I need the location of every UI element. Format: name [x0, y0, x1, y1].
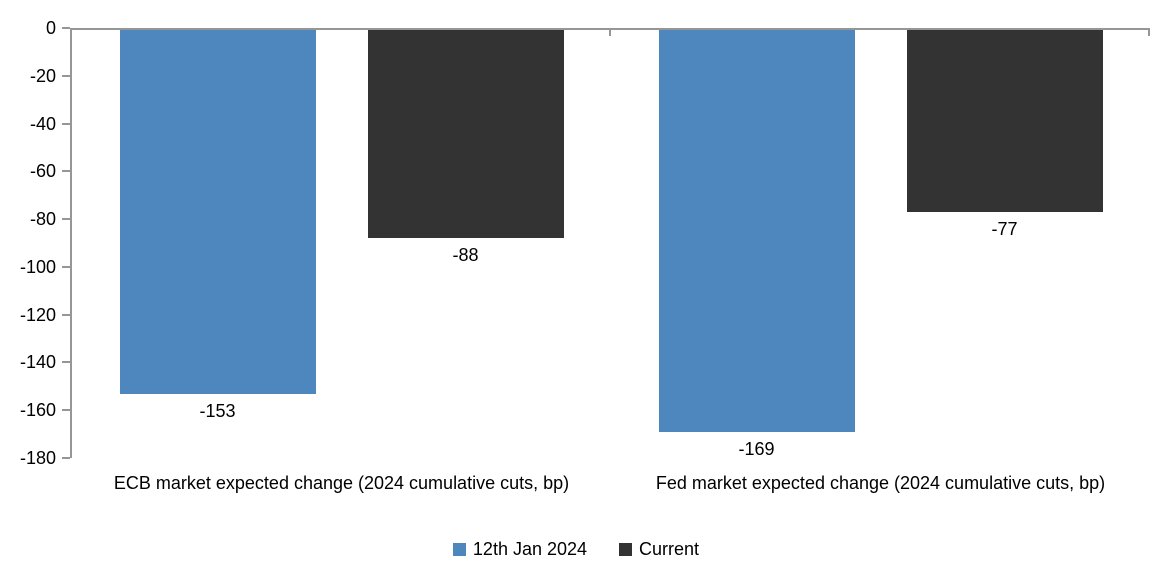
- y-tick-label: -60: [29, 161, 56, 182]
- legend-swatch-icon: [619, 542, 633, 556]
- bar: [658, 30, 855, 432]
- y-tick-mark: [62, 313, 70, 316]
- y-tick-mark: [62, 122, 70, 125]
- y-tick-mark: [62, 457, 70, 459]
- y-tick-label: -100: [19, 256, 56, 277]
- legend: 12th Jan 2024 Current: [0, 539, 1152, 559]
- category-label: ECB market expected change (2024 cumulat…: [113, 473, 570, 493]
- y-tick-label: -140: [19, 352, 56, 373]
- category-tick-mark: [1148, 28, 1150, 36]
- y-tick-mark: [62, 74, 70, 77]
- y-tick-label: -160: [19, 400, 56, 421]
- y-tick-mark: [62, 27, 70, 29]
- legend-item: 12th Jan 2024: [452, 539, 588, 559]
- bar-value-label: -88: [452, 245, 479, 266]
- y-tick-mark: [62, 265, 70, 268]
- bar-value-label: -169: [738, 438, 775, 459]
- legend-item: Current: [619, 539, 699, 559]
- bar: [367, 30, 564, 239]
- y-tick-label: -120: [19, 304, 56, 325]
- y-tick-label: 0: [45, 18, 56, 38]
- y-tick-mark: [62, 361, 70, 364]
- bar: [119, 30, 316, 394]
- y-tick-mark: [62, 170, 70, 173]
- y-tick-label: -20: [29, 65, 56, 86]
- bar-value-label: -77: [991, 218, 1018, 239]
- legend-label: 12th Jan 2024: [472, 539, 588, 559]
- y-tick-mark: [62, 218, 70, 221]
- y-tick-mark: [62, 409, 70, 412]
- legend-swatch-icon: [452, 542, 466, 556]
- legend-label: Current: [639, 539, 700, 559]
- y-tick-label: -80: [29, 209, 56, 230]
- y-tick-label: -40: [29, 113, 56, 134]
- bar: [906, 30, 1103, 212]
- y-axis-line: [70, 28, 72, 458]
- bar-value-label: -153: [199, 400, 236, 421]
- y-tick-label: -180: [19, 448, 56, 468]
- category-label: Fed market expected change (2024 cumulat…: [655, 473, 1106, 493]
- category-tick-mark: [609, 28, 611, 36]
